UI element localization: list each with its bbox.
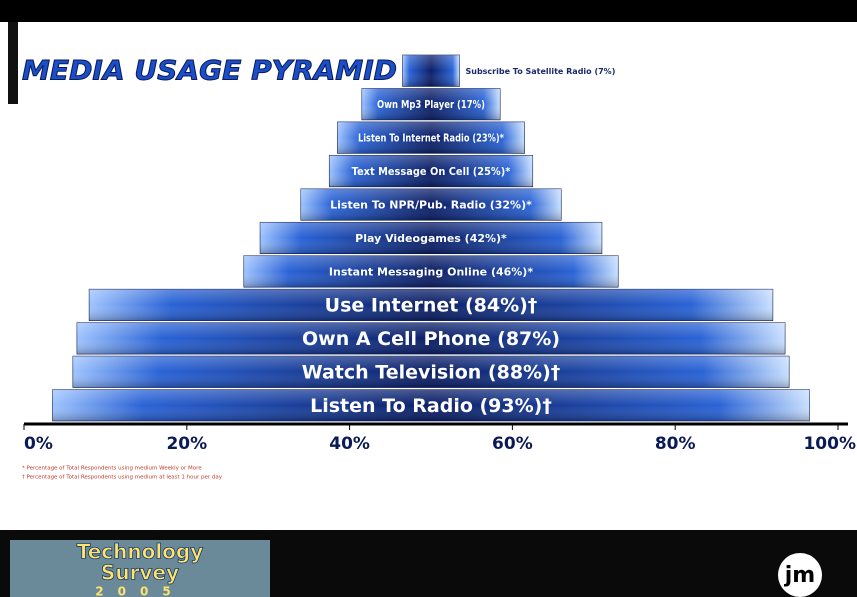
logo-circle xyxy=(778,553,822,597)
side-strip xyxy=(8,22,18,104)
x-tick-label: 60% xyxy=(492,434,533,454)
x-tick-label: 20% xyxy=(166,434,207,454)
bar-shade xyxy=(361,88,501,120)
footnote: † Percentage of Total Respondents using … xyxy=(22,475,223,481)
banner-text: Survey xyxy=(101,561,179,585)
banner-text: 2005 xyxy=(95,585,184,597)
bar-shade xyxy=(89,289,773,321)
banner-text: Technology xyxy=(77,540,204,564)
chart-title: MEDIA USAGE PYRAMID xyxy=(22,56,397,87)
logo-text: jm xyxy=(784,563,815,588)
bar-label: Listen To NPR/Pub. Radio (32%)* xyxy=(330,199,532,212)
bar-shade xyxy=(243,255,619,288)
x-tick-label: 0% xyxy=(24,434,53,454)
bar-shade xyxy=(402,55,460,87)
footnote: * Percentage of Total Respondents using … xyxy=(22,466,202,472)
bar-label: Own Mp3 Player (17%) xyxy=(377,98,485,111)
bar-label: Instant Messaging Online (46%)* xyxy=(329,265,533,278)
bar-shade xyxy=(329,155,533,187)
bar-label: Listen To Radio (93%)† xyxy=(310,395,552,417)
bar-label: Watch Television (88%)† xyxy=(302,361,561,383)
bar-label: Listen To Internet Radio (23%)* xyxy=(358,132,504,145)
bar-shade xyxy=(52,389,810,421)
x-tick-label: 100% xyxy=(803,434,856,454)
x-tick-label: 40% xyxy=(329,434,370,454)
bar-label: Use Internet (84%)† xyxy=(325,294,538,316)
banner-logo-box xyxy=(10,540,270,597)
bar-label: Text Message On Cell (25%)* xyxy=(352,165,511,178)
bar-shade xyxy=(76,322,786,355)
x-tick-label: 80% xyxy=(655,434,696,454)
bar-shade xyxy=(260,222,602,254)
bar-shade xyxy=(72,356,790,388)
bar-label: Own A Cell Phone (87%) xyxy=(302,328,560,350)
top-band xyxy=(0,0,857,22)
bar-shade xyxy=(337,121,525,154)
bar-label: Play Videogames (42%)* xyxy=(355,232,507,245)
bar-label: Subscribe To Satellite Radio (7%) xyxy=(465,67,615,76)
bar-shade xyxy=(300,188,562,221)
